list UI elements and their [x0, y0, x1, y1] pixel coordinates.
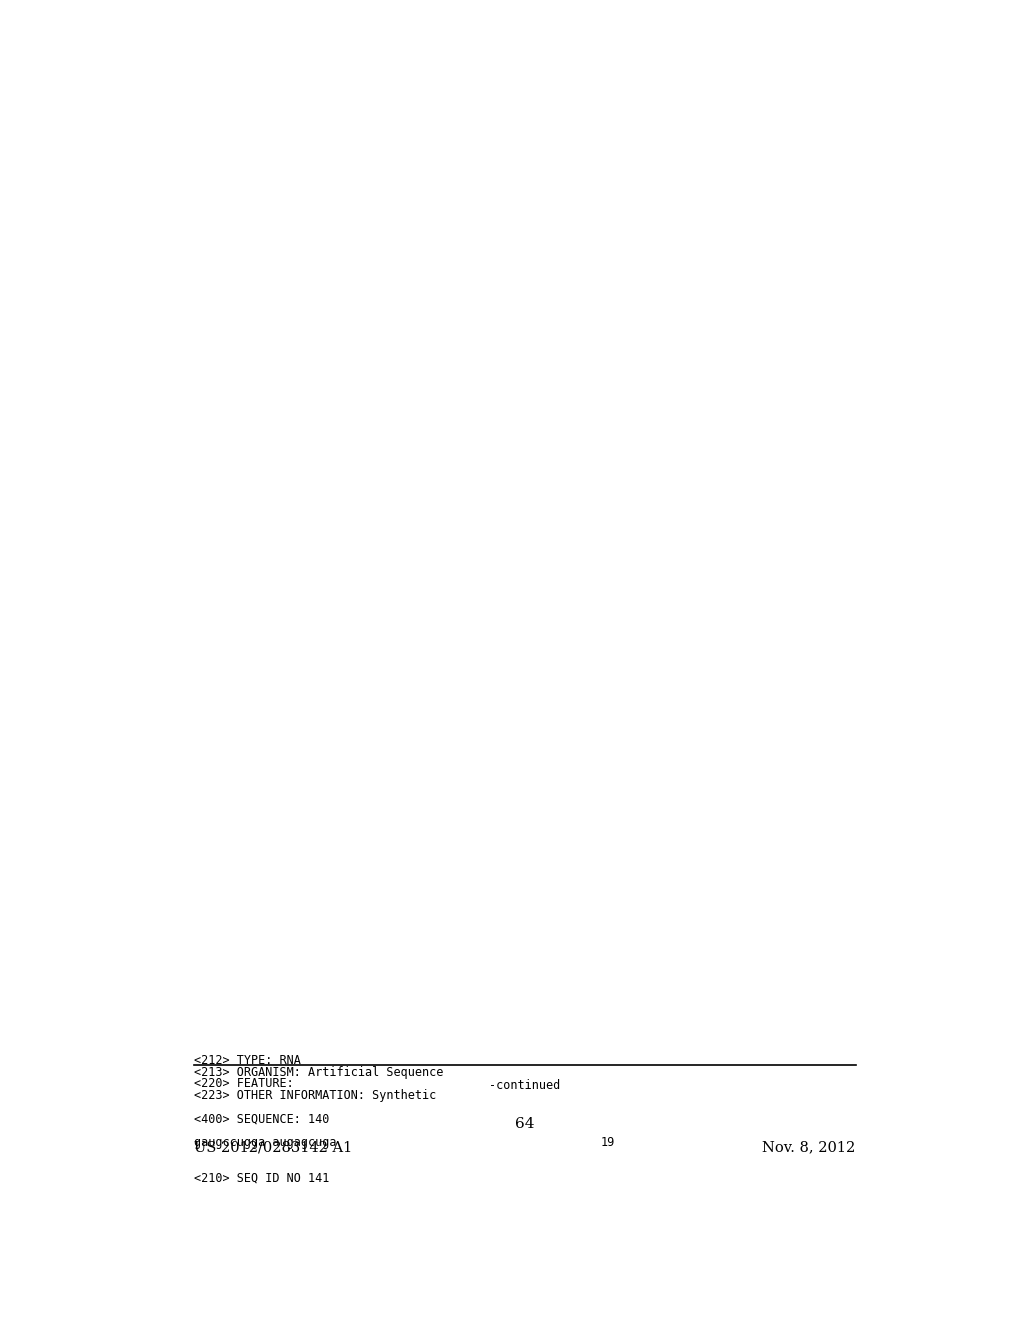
Text: 19: 19 [600, 1137, 614, 1150]
Text: -continued: -continued [489, 1078, 560, 1092]
Text: 64: 64 [515, 1117, 535, 1131]
Text: <223> OTHER INFORMATION: Synthetic: <223> OTHER INFORMATION: Synthetic [194, 1089, 436, 1102]
Text: <213> ORGANISM: Artificial Sequence: <213> ORGANISM: Artificial Sequence [194, 1065, 443, 1078]
Text: <400> SEQUENCE: 140: <400> SEQUENCE: 140 [194, 1113, 330, 1126]
Text: <210> SEQ ID NO 141: <210> SEQ ID NO 141 [194, 1172, 330, 1185]
Text: US 2012/0283142 A1: US 2012/0283142 A1 [194, 1140, 352, 1154]
Text: Nov. 8, 2012: Nov. 8, 2012 [763, 1140, 856, 1154]
Text: <220> FEATURE:: <220> FEATURE: [194, 1077, 294, 1090]
Text: gaugccugga augagcuga: gaugccugga augagcuga [194, 1137, 336, 1150]
Text: <212> TYPE: RNA: <212> TYPE: RNA [194, 1053, 301, 1067]
